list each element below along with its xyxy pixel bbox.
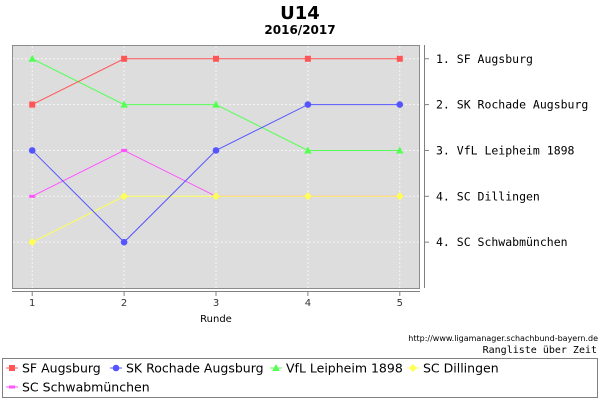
legend-marker-sc-dillingen [409,364,417,372]
series-sk-rochade-augsburg [28,101,404,246]
data-point-sf-augsburg-round-3 [213,55,219,62]
legend-item-vfl-leipheim-1898: VfL Leipheim 1898 [270,361,403,376]
data-point-vfl-leipheim-1898-round-2 [120,100,128,108]
y-tick-label: 4. SC Dillingen [436,189,540,203]
data-point-sc-schwabmunchen-round-2 [121,148,128,152]
legend-item-sc-schwabmunchen: SC Schwabmünchen [6,380,150,395]
legend-label: SF Augsburg [22,361,101,376]
data-point-sc-dillingen-round-5 [395,192,404,201]
y-axis-ticks: 1. SF Augsburg 2. SK Rochade Augsburg 3. V… [424,52,588,249]
series-vfl-leipheim-1898 [28,54,404,154]
x-axis-label: Runde [200,314,232,325]
data-point-sf-augsburg-round-1 [29,101,36,108]
legend-label: VfL Leipheim 1898 [286,361,403,376]
y-tick-label: 1. SF Augsburg [436,52,533,66]
data-point-sk-rochade-augsburg-round-1 [28,147,36,154]
series-layer [28,54,404,247]
x-axis-ticks: 1 2 3 4 5 [29,291,403,309]
data-point-sk-rochade-augsburg-round-2 [120,238,128,246]
legend-marker-sf-augsburg [9,365,15,371]
legend: SF Augsburg SK Rochade Augsburg VfL Leiphe… [6,361,499,395]
data-point-sk-rochade-augsburg-round-5 [396,101,404,108]
data-point-sc-dillingen-round-3 [212,192,220,201]
legend-item-sc-dillingen: SC Dillingen [407,361,499,376]
source-url: http://www.ligamanager.schachbund-bayern… [408,334,598,343]
legend-label: SC Dillingen [423,361,499,376]
data-point-sk-rochade-augsburg-round-3 [212,147,220,154]
chart-subtitle: 2016/2017 [264,23,335,37]
x-tick-label: 4 [305,298,311,309]
legend-box [2,358,598,398]
data-point-vfl-leipheim-1898-round-1 [28,54,37,62]
series-sf-augsburg [29,55,403,108]
data-point-sc-dillingen-round-1 [28,238,37,247]
x-tick-label: 1 [29,298,35,309]
data-point-sc-dillingen-round-2 [120,192,129,201]
data-point-sf-augsburg-round-2 [121,55,128,62]
x-tick-label: 3 [213,298,219,309]
data-point-sf-augsburg-round-5 [396,55,403,62]
legend-item-sf-augsburg: SF Augsburg [6,361,101,376]
data-point-vfl-leipheim-1898-round-5 [395,146,404,154]
legend-marker-sc-schwabmunchen [9,385,15,389]
data-point-vfl-leipheim-1898-round-4 [304,146,312,154]
legend-marker-sk-rochade-augsburg [112,364,120,372]
legend-label: SC Schwabmünchen [22,380,150,395]
y-tick-label: 4. SC Schwabmünchen [436,235,568,249]
data-point-sf-augsburg-round-4 [304,55,311,62]
legend-item-sk-rochade-augsburg: SK Rochade Augsburg [110,361,264,376]
x-tick-label: 2 [121,298,127,309]
grid-lines [13,46,420,288]
data-point-sc-schwabmunchen-round-1 [29,194,36,198]
x-tick-label: 5 [397,298,403,309]
legend-label: SK Rochade Augsburg [126,361,264,376]
data-point-sk-rochade-augsburg-round-4 [304,101,312,108]
legend-marker-vfl-leipheim-1898 [272,364,280,371]
data-point-sc-dillingen-round-4 [303,192,312,201]
y-tick-label: 2. SK Rochade Augsburg [436,98,588,112]
data-point-vfl-leipheim-1898-round-3 [212,100,220,108]
chart-title: U14 [280,3,320,24]
y-tick-label: 3. VfL Leipheim 1898 [436,143,575,157]
chart-caption: Rangliste über Zeit [483,345,597,356]
